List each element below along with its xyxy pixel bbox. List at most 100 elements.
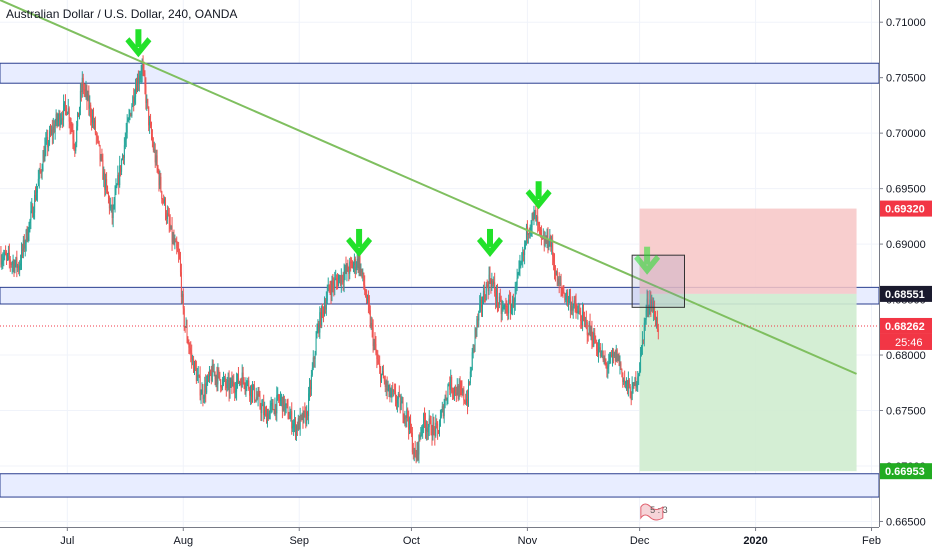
candle-body [471,352,473,371]
candle-body [228,379,230,393]
candle-body [564,293,566,300]
candle-body [199,376,201,396]
candle-body [650,299,652,308]
candle-body [540,229,542,236]
candle-body [649,299,651,309]
candle-body [459,385,461,388]
candle-body [244,385,246,389]
candle-body [441,406,443,412]
candle-body [34,195,36,213]
candle-body [425,428,427,432]
candle-body [210,374,212,381]
candle-body [102,159,104,180]
candle-body [25,229,27,244]
candle-body [642,339,644,341]
candle-body [311,368,313,376]
candle-body [138,79,140,84]
candle-body [57,118,59,122]
down-arrow-icon[interactable] [476,228,503,257]
candle-body [500,300,502,314]
candle-body [192,358,194,360]
candle-body [372,327,374,347]
candle-body [349,261,351,274]
candle-body [158,172,160,186]
candle-body [339,275,341,285]
stop-loss-area[interactable] [639,208,857,294]
candle-body [164,199,166,203]
candle-body [561,287,563,291]
candle-body [436,422,438,424]
candle-body [565,297,567,300]
candle-body [43,154,45,162]
drawing-overlays[interactable]: 5 : 3 [0,0,879,521]
candle-body [498,296,500,305]
candle-body [133,96,135,103]
candle-body [553,256,555,263]
candle-body [122,155,124,158]
candle-body [148,106,150,126]
candle-body [424,413,426,422]
down-arrow-icon[interactable] [634,246,661,275]
candle-body [605,361,607,366]
candle-body [237,373,239,384]
candle-body [129,113,131,116]
candle-body [170,225,172,229]
candle-body [458,385,460,399]
candle-body [525,226,527,242]
candle-body [32,205,34,218]
candle-body [640,345,642,354]
candle-body [145,85,147,104]
candle-body [1,261,3,265]
candle-body [337,280,339,287]
candle-body [2,259,4,262]
arrow-head [525,189,552,210]
candle-body [156,155,158,167]
sr-zone[interactable] [0,473,880,498]
candle-body [589,322,591,334]
candle-body [225,384,227,388]
down-arrow-icon[interactable] [525,181,552,210]
take-profit-area[interactable] [639,293,857,472]
down-arrow-icon[interactable] [125,29,152,58]
short-position-tool[interactable] [639,208,857,472]
candle-body [110,204,112,206]
candle-body [558,278,560,284]
candle-body [585,319,587,323]
candle-body [201,390,203,395]
candle-body [381,373,383,382]
candle-body [514,287,516,302]
candle-body [196,375,198,381]
candle-body [187,339,189,344]
candle-body [367,296,369,304]
candle-body [351,261,353,264]
event-marker-icon[interactable]: 5 : 3 [640,503,668,521]
candle-body [232,381,234,387]
trendline[interactable] [0,0,857,375]
candle-body [94,120,96,134]
candle-body [59,113,61,125]
candle-body [136,87,138,92]
candle-body [467,382,469,406]
candle-body [535,210,537,222]
arrow-markers[interactable] [125,29,661,275]
candle-body [104,172,106,190]
candle-body [216,375,218,385]
candle-body [450,377,452,390]
candle-body [309,386,311,394]
candle-body [275,404,277,414]
down-arrow-icon[interactable] [346,228,373,257]
price-label-bg [880,463,932,480]
candle-body [11,263,13,265]
candle-body [510,300,512,313]
candle-body [247,380,249,382]
candle-body [89,104,91,109]
candle-body [368,303,370,311]
candle-body [482,302,484,308]
candle-body [383,378,385,382]
candle-body [430,420,432,435]
sr-zone[interactable] [0,62,880,84]
candle-body [626,380,628,389]
candle-body [287,404,289,419]
